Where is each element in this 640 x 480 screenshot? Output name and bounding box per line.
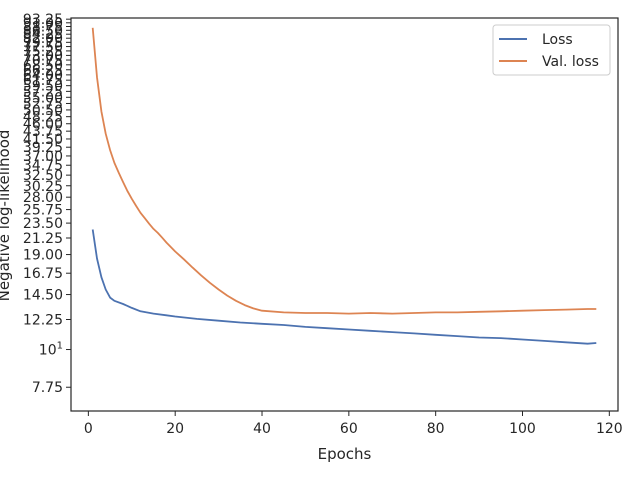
y-tick-label: 57.25 bbox=[23, 84, 63, 100]
y-tick-label: 101 bbox=[39, 341, 63, 359]
y-tick-label: 88.75 bbox=[23, 20, 63, 36]
y-tick-label: 64.00 bbox=[23, 68, 63, 84]
y-tick-label: 50.50 bbox=[23, 103, 63, 119]
x-tick-label: 60 bbox=[340, 421, 358, 437]
x-tick-label: 80 bbox=[427, 421, 445, 437]
plot-frame bbox=[70, 17, 619, 412]
y-tick-label: 77.50 bbox=[23, 40, 63, 56]
series-line-val-loss bbox=[91, 27, 597, 315]
y-tick-label: 48.25 bbox=[23, 110, 63, 126]
legend-label: Loss bbox=[542, 32, 573, 48]
y-tick-label: 91.00 bbox=[23, 16, 63, 32]
x-tick-label: 0 bbox=[84, 421, 93, 437]
y-tick-label: 70.75 bbox=[23, 53, 63, 69]
x-tick-label: 100 bbox=[509, 421, 536, 437]
y-tick-label: 55.00 bbox=[23, 90, 63, 106]
y-tick-label: 25.75 bbox=[23, 203, 63, 219]
x-axis-label: Epochs bbox=[318, 445, 372, 463]
y-tick-label: 46.00 bbox=[23, 117, 63, 133]
legend-label: Val. loss bbox=[542, 54, 599, 70]
y-tick-label: 66.25 bbox=[23, 63, 63, 79]
y-tick-label: 23.50 bbox=[23, 216, 63, 232]
series-layer bbox=[91, 27, 597, 345]
y-tick-label: 7.75 bbox=[32, 380, 63, 396]
y-tick-label: 28.00 bbox=[23, 190, 63, 206]
x-tick-label: 20 bbox=[166, 421, 184, 437]
y-tick-label: 61.75 bbox=[23, 73, 63, 89]
x-tick-label: 120 bbox=[596, 421, 623, 437]
y-tick-label: 30.25 bbox=[23, 179, 63, 195]
y-tick-label: 12.25 bbox=[23, 312, 63, 328]
y-tick-label: 43.75 bbox=[23, 124, 63, 140]
y-tick-label: 52.75 bbox=[23, 96, 63, 112]
y-tick-label: 73.00 bbox=[23, 48, 63, 64]
y-tick-label: 37.00 bbox=[23, 149, 63, 165]
y-tick-label: 19.00 bbox=[23, 248, 63, 264]
y-tick-label: 39.25 bbox=[23, 140, 63, 156]
y-tick-label: 59.50 bbox=[23, 79, 63, 95]
series-line-loss bbox=[91, 229, 597, 345]
x-tick-label: 40 bbox=[253, 421, 271, 437]
y-tick-label: 82.00 bbox=[23, 31, 63, 47]
legend-box bbox=[492, 24, 611, 76]
plot-area bbox=[70, 17, 619, 412]
y-tick-label: 41.50 bbox=[23, 132, 63, 148]
y-tick-label: 34.75 bbox=[23, 158, 63, 174]
y-tick-label: 86.50 bbox=[23, 23, 63, 39]
y-tick-label: 75.25 bbox=[23, 44, 63, 60]
legend: Loss Val. loss bbox=[492, 24, 611, 76]
y-tick-label: 16.75 bbox=[23, 266, 63, 282]
y-tick-label: 79.75 bbox=[23, 35, 63, 51]
y-tick-label: 21.25 bbox=[23, 231, 63, 247]
y-axis-label: Negative log-likelihood bbox=[0, 130, 13, 302]
y-axis: 7.75 101 12.25 14.50 16.75 19.0021.2523.5025.… bbox=[23, 12, 71, 396]
x-axis: 0 20 40 60 80 100 120 bbox=[84, 411, 623, 437]
y-tick-label: 14.50 bbox=[23, 288, 63, 304]
y-tick-label: 84.25 bbox=[23, 27, 63, 43]
y-tick-label: 93.25 bbox=[23, 12, 63, 28]
y-tick-label: 68.50 bbox=[23, 58, 63, 74]
y-tick-label: 32.50 bbox=[23, 168, 63, 184]
